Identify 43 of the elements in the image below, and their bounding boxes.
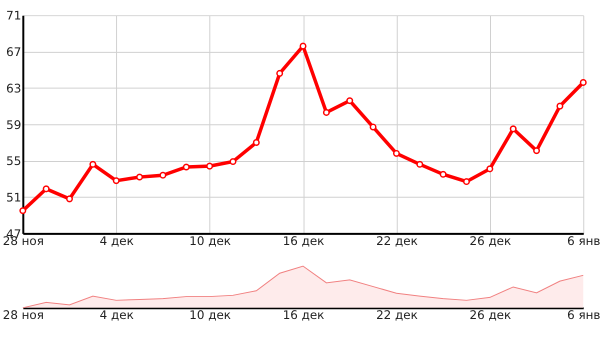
- x-tick-label: 22 дек: [376, 308, 418, 322]
- x-tick-label: 16 дек: [282, 234, 324, 248]
- x-tick-label: 6 янв: [567, 308, 600, 322]
- point: [159, 172, 166, 179]
- x-tick-label: 28 ноя: [2, 308, 44, 322]
- point: [556, 102, 564, 110]
- x-tick-label: 16 дек: [282, 308, 324, 322]
- x-tick-label: 4 дек: [100, 308, 134, 322]
- point: [510, 125, 517, 132]
- point: [66, 195, 73, 202]
- point: [89, 160, 96, 168]
- y-tick-label: 55: [6, 154, 22, 168]
- point: [392, 150, 400, 157]
- point: [440, 170, 447, 178]
- point: [580, 79, 587, 86]
- x-tick-label: 26 дек: [470, 308, 512, 322]
- y-tick-label: 71: [6, 8, 22, 23]
- point: [486, 165, 494, 172]
- y-tick-label: 51: [6, 190, 22, 205]
- x-tick-label: 4 дек: [100, 234, 134, 248]
- y-tick-label: 67: [6, 45, 22, 60]
- point: [370, 124, 377, 130]
- x-tick-label: 22 дек: [376, 234, 418, 248]
- point: [230, 158, 236, 166]
- point: [463, 178, 470, 186]
- point: [42, 185, 50, 192]
- x-tick-label: 26 дек: [470, 234, 512, 248]
- point: [112, 177, 120, 184]
- point: [182, 164, 190, 170]
- x-tick-label: 10 дек: [189, 234, 231, 248]
- x-tick-label: 6 янв: [567, 234, 600, 248]
- point: [533, 147, 540, 154]
- point: [19, 207, 26, 214]
- point: [416, 160, 424, 168]
- point: [346, 97, 354, 104]
- point: [136, 174, 144, 180]
- x-tick-label: 10 дек: [189, 308, 231, 322]
- point: [322, 109, 330, 116]
- y-tick-label: 63: [6, 81, 22, 96]
- point: [206, 162, 214, 170]
- y-tick-label: 59: [6, 118, 22, 132]
- point: [276, 70, 284, 77]
- point: [252, 139, 260, 146]
